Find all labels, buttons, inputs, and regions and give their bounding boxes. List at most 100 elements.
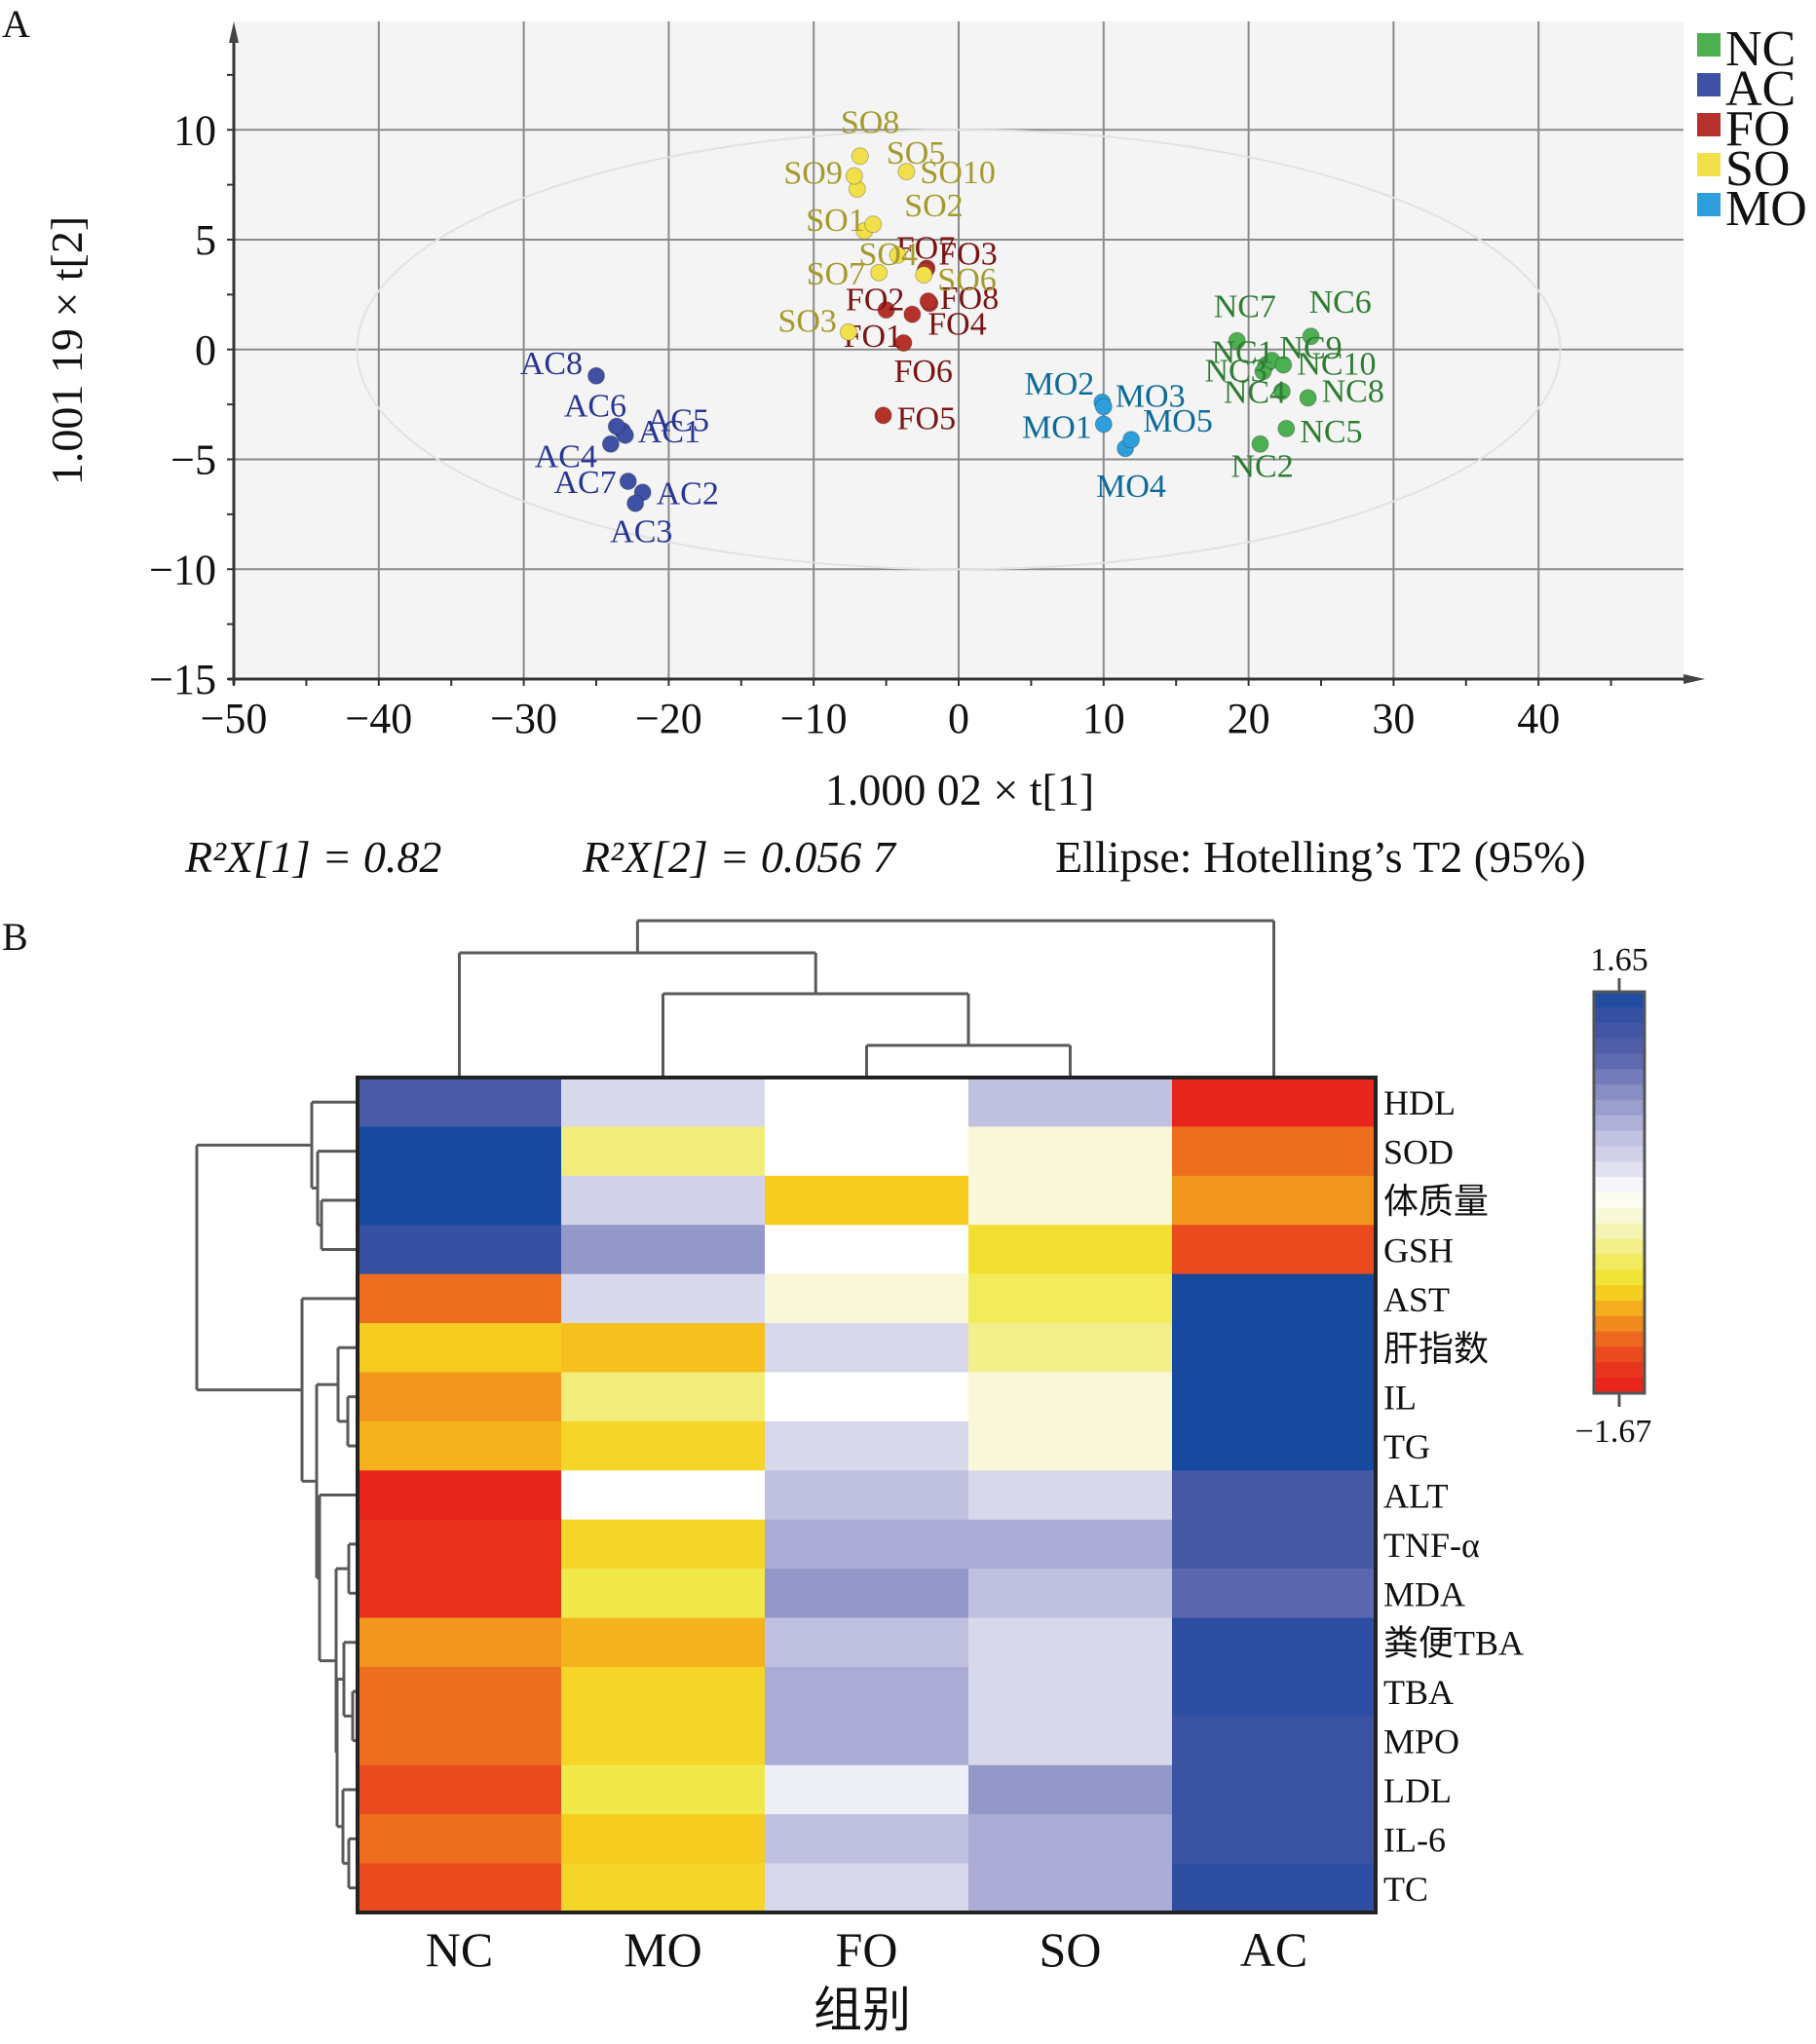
heatmap-cell	[561, 1617, 766, 1668]
heatmap-cell	[765, 1569, 969, 1619]
x-axis-title: 1.000 02 × t[1]	[825, 765, 1094, 814]
legend-swatch	[1697, 113, 1721, 136]
data-point	[1251, 435, 1269, 453]
data-point	[919, 292, 937, 311]
row-label: MDA	[1383, 1574, 1465, 1613]
data-point	[1094, 415, 1113, 434]
data-point	[845, 167, 863, 185]
heatmap-cell	[358, 1814, 562, 1865]
data-point	[1277, 419, 1296, 437]
heatmap-cell	[968, 1716, 1173, 1766]
colorbar-step	[1594, 1177, 1645, 1193]
x-tick-label: −10	[780, 695, 848, 742]
row-label: TG	[1383, 1427, 1430, 1466]
data-point	[607, 417, 625, 435]
heatmap-cell	[765, 1175, 969, 1226]
heatmap-cell	[561, 1420, 766, 1471]
heatmap-cell	[1172, 1078, 1377, 1127]
row-label: 体质量	[1383, 1182, 1489, 1221]
x-tick-label: −50	[201, 695, 268, 742]
colorbar-step	[1594, 1269, 1645, 1286]
heatmap-cell	[358, 1175, 562, 1226]
hotelling-ellipse	[356, 129, 1562, 571]
data-point	[1122, 431, 1141, 449]
heatmap-cell	[765, 1470, 969, 1521]
legend-label: NC	[1725, 21, 1796, 77]
point-label: SO9	[783, 156, 842, 192]
colorbar-step	[1594, 1315, 1645, 1333]
legend-swatch	[1697, 193, 1721, 216]
heatmap-cell	[765, 1716, 969, 1766]
colorbar-step	[1594, 1207, 1645, 1225]
row-label: SOD	[1383, 1133, 1454, 1172]
column-label: MO	[624, 1922, 702, 1977]
colorbar-step	[1594, 1084, 1645, 1101]
heatmap-cell	[561, 1814, 766, 1865]
point-label: AC6	[564, 389, 626, 425]
column-labels: NC MO FO SO AC	[426, 1922, 1307, 1977]
data-point	[1094, 397, 1113, 416]
heatmap-cell	[561, 1126, 766, 1177]
data-point	[1299, 389, 1317, 407]
point-label: AC8	[520, 346, 583, 382]
colorbar-step	[1594, 1099, 1645, 1117]
heatmap-cell	[968, 1175, 1173, 1226]
heatmap-cell	[561, 1519, 766, 1570]
heatmap-cell	[1172, 1372, 1377, 1422]
point-label: SO8	[841, 104, 899, 140]
panel-a-label: A	[2, 2, 30, 46]
point-label: AC5	[647, 403, 709, 439]
heatmap-cell	[1172, 1716, 1377, 1766]
y-axis-title: 1.001 19 × t[2]	[42, 216, 92, 485]
series-so: SO1 SO2 SO3 SO4 SO5 SO6 SO7 SO8 SO9 SO10	[777, 104, 997, 341]
data-point	[903, 305, 922, 323]
heatmap-cell	[765, 1420, 969, 1471]
heatmap-cell	[968, 1078, 1173, 1127]
row-label: LDL	[1383, 1771, 1452, 1810]
point-label: NC5	[1300, 414, 1362, 450]
heatmap-cell	[561, 1175, 766, 1226]
heatmap-cell	[358, 1519, 562, 1570]
point-label: FO7	[896, 231, 955, 267]
point-label: NC10	[1297, 347, 1376, 383]
heatmap-cell	[968, 1470, 1173, 1521]
row-label: TC	[1383, 1870, 1428, 1909]
point-label: NC9	[1279, 330, 1342, 366]
data-point	[619, 473, 637, 491]
heatmap-cell	[968, 1273, 1173, 1324]
row-label: TNF-α	[1383, 1526, 1480, 1565]
colorbar-step	[1594, 992, 1645, 1008]
x-tick-label: 30	[1372, 695, 1415, 742]
point-label: SO5	[887, 135, 945, 171]
series-mo: MO1 MO2 MO3 MO4 MO5	[1022, 366, 1213, 505]
heatmap-cell	[765, 1273, 969, 1324]
heatmap-cell	[358, 1863, 562, 1913]
heatmap-cell	[561, 1716, 766, 1766]
colorbar-step	[1594, 1115, 1645, 1132]
row-label: IL	[1383, 1379, 1417, 1418]
heatmap-border	[356, 1076, 1378, 1914]
y-tick-label: 0	[195, 326, 216, 374]
x-tick-label: 0	[948, 695, 969, 742]
heatmap-cell	[561, 1863, 766, 1913]
legend-swatch	[1697, 153, 1721, 176]
point-label: SO4	[859, 237, 918, 273]
y-tick-label: −10	[149, 546, 216, 593]
heatmap-cell	[765, 1863, 969, 1913]
point-label: SO10	[920, 155, 995, 191]
heatmap-cell	[1172, 1420, 1377, 1471]
heatmap-cell	[968, 1666, 1173, 1717]
heatmap-cell	[358, 1126, 562, 1177]
heatmap-cell	[968, 1519, 1173, 1570]
heatmap-cell	[358, 1569, 562, 1619]
data-point	[894, 333, 913, 352]
heatmap-cell	[358, 1666, 562, 1717]
heatmap-cell	[968, 1323, 1173, 1373]
heatmap-cell	[1172, 1569, 1377, 1619]
point-label: AC3	[610, 514, 672, 550]
point-label: AC7	[554, 465, 617, 501]
heatmap-cell	[765, 1814, 969, 1865]
